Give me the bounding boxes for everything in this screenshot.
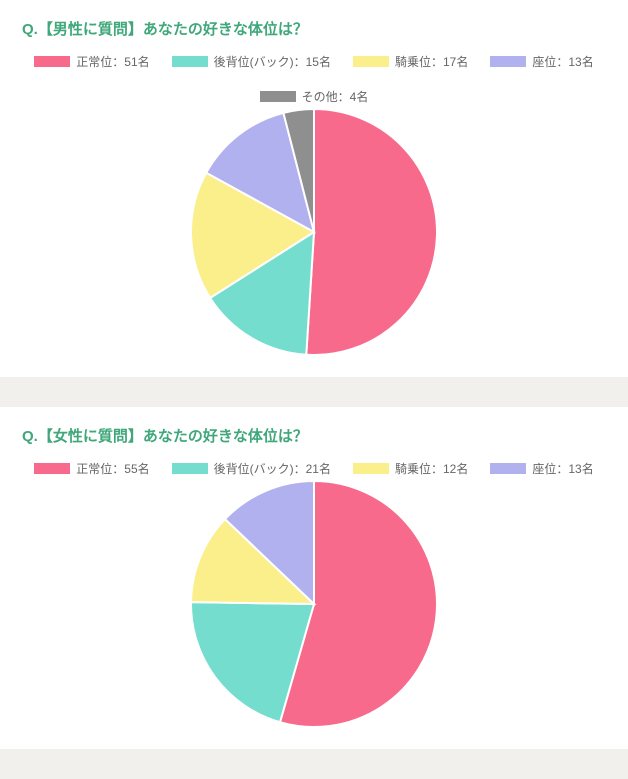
legend-item: 座位：13名 [490,53,593,70]
legend-swatch [490,463,526,474]
legend-item: 騎乗位：12名 [353,460,468,477]
chart-title: Q.【男性に質問】あなたの好きな体位は？ [22,18,606,39]
pie-wrap [22,109,606,355]
legend-swatch [34,56,70,67]
legend-swatch [172,463,208,474]
legend-label: 騎乗位：12名 [395,460,468,477]
legend-swatch [172,56,208,67]
legend-swatch [353,56,389,67]
legend-swatch [490,56,526,67]
legend-item: 後背位(バック)：15名 [172,53,331,70]
legend-label: 正常位：51名 [76,53,149,70]
legend-label: 座位：13名 [532,460,593,477]
page-root: Q.【男性に質問】あなたの好きな体位は？正常位：51名後背位(バック)：15名騎… [0,0,628,749]
chart-legend: 正常位：51名 後背位(バック)：15名 騎乗位：17名 座位：13名その他：4名 [22,53,606,105]
legend-item: 騎乗位：17名 [353,53,468,70]
chart-legend: 正常位：55名 後背位(バック)：21名 騎乗位：12名 座位：13名 [22,460,606,477]
legend-item: その他：4名 [260,88,369,105]
legend-label: その他：4名 [302,88,369,105]
legend-item: 後背位(バック)：21名 [172,460,331,477]
legend-label: 後背位(バック)：15名 [214,53,331,70]
chart-panel-female: Q.【女性に質問】あなたの好きな体位は？ 正常位：55名 後背位(バック)：21名 騎… [0,407,628,749]
legend-swatch [353,463,389,474]
legend-swatch [34,463,70,474]
chart-panel-male: Q.【男性に質問】あなたの好きな体位は？ 正常位：51名 後背位(バック)：15名 騎… [0,0,628,377]
legend-label: 座位：13名 [532,53,593,70]
pie-wrap [22,481,606,727]
legend-item: 正常位：51名 [34,53,149,70]
legend-item: 正常位：55名 [34,460,149,477]
legend-label: 正常位：55名 [76,460,149,477]
legend-swatch [260,91,296,102]
pie-chart [191,109,437,355]
legend-label: 後背位(バック)：21名 [214,460,331,477]
pie-chart [191,481,437,727]
legend-label: 騎乗位：17名 [395,53,468,70]
chart-title: Q.【女性に質問】あなたの好きな体位は？ [22,425,606,446]
legend-item: 座位：13名 [490,460,593,477]
pie-slice [306,109,437,355]
